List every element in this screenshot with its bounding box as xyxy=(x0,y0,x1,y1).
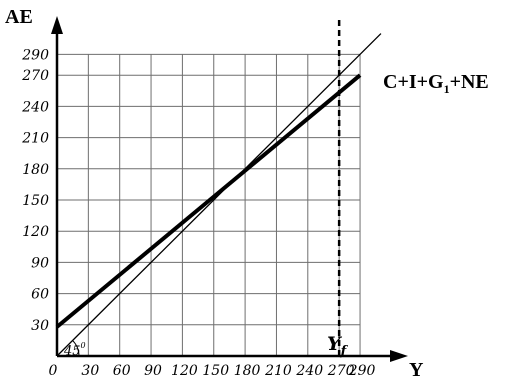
x-tick-label: 290 xyxy=(348,363,376,379)
y-tick-label: 30 xyxy=(31,318,49,334)
yf-main: Y xyxy=(327,333,343,355)
series-label-subscript: 1 xyxy=(444,82,450,96)
x-tick-label: 60 xyxy=(113,363,131,379)
grid xyxy=(57,53,361,356)
y-axis-label: AE xyxy=(5,6,33,28)
x-tick-label: 120 xyxy=(171,363,198,379)
full-employment-output-label: Yf xyxy=(327,333,349,359)
series-label-main: C+I+G xyxy=(383,71,444,93)
y-tick-label: 270 xyxy=(21,68,49,84)
y-tick-label: 90 xyxy=(31,255,49,271)
x-tick-label: 210 xyxy=(264,363,292,379)
x-tick-label: 150 xyxy=(202,363,229,379)
x-tick-label: 90 xyxy=(144,363,162,379)
y-tick-label: 180 xyxy=(22,162,49,178)
x-tick-label: 30 xyxy=(81,363,99,379)
series-layer xyxy=(55,20,382,357)
y-tick-label: 240 xyxy=(21,99,49,115)
angle-degree-mark: 0 xyxy=(81,341,86,350)
series-label-aggregate-expenditure: C+I+G1+NE xyxy=(383,71,489,96)
x-tick-label: 240 xyxy=(295,363,323,379)
yf-subscript: f xyxy=(340,344,349,359)
x-axis-arrow xyxy=(390,350,408,362)
aggregate-expenditure-line xyxy=(55,73,362,329)
x-axis-label: Y xyxy=(409,359,424,380)
y-tick-label: 210 xyxy=(21,131,49,147)
y-tick-label: 150 xyxy=(22,193,49,209)
x-tick-label: 270 xyxy=(327,363,355,379)
x-tick-label: 0 xyxy=(49,363,58,379)
forty-five-degree-line xyxy=(56,33,382,357)
angle-value: 45 xyxy=(63,344,81,359)
y-tick-label: 60 xyxy=(31,287,49,303)
angle-label: 450 xyxy=(63,341,86,359)
y-axis-arrow xyxy=(51,16,63,34)
x-tick-label: 180 xyxy=(234,363,261,379)
y-tick-label: 290 xyxy=(21,47,49,63)
series-label-suffix: +NE xyxy=(450,71,489,93)
y-tick-label: 120 xyxy=(22,224,49,240)
tick-labels: 0 30 60 90 120 150 180 210 240 270290306090120150… xyxy=(21,47,375,379)
angle-arc xyxy=(72,340,80,357)
